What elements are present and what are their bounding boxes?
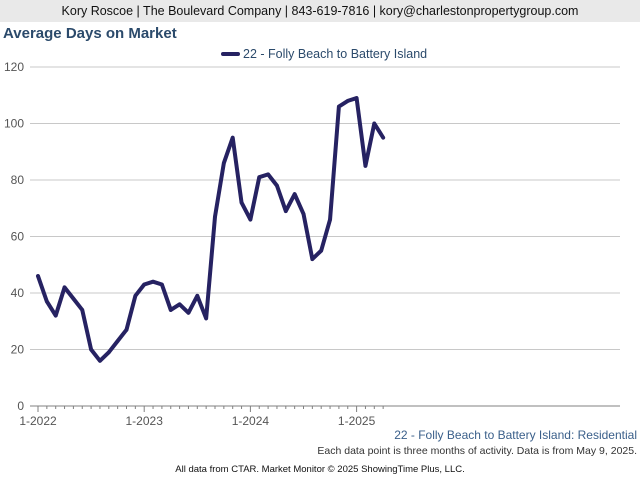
x-tick-label: 1-2023 (126, 414, 164, 428)
grid-lines (30, 66, 620, 350)
data-point (275, 183, 279, 188)
data-point (363, 164, 368, 168)
data-point (107, 350, 111, 355)
y-tick-label: 40 (11, 286, 25, 300)
x-tick-label: 1-2022 (19, 414, 57, 428)
data-point (36, 274, 40, 278)
footer-credit: All data from CTAR. Market Monitor © 202… (175, 464, 465, 475)
data-point (98, 359, 102, 363)
series-line-0 (36, 96, 386, 363)
y-tick-label: 60 (11, 230, 25, 244)
data-point (45, 299, 49, 304)
data-point (71, 296, 76, 301)
footer-series-label: 22 - Folly Beach to Battery Island: Resi… (394, 428, 637, 442)
data-point (133, 294, 138, 298)
data-point (186, 310, 191, 315)
chart-title: Average Days on Market (3, 25, 177, 42)
data-point (257, 175, 262, 179)
axes (30, 405, 620, 412)
data-point (230, 135, 235, 140)
data-point (213, 214, 217, 219)
data-point (53, 313, 58, 318)
data-point (319, 248, 324, 253)
data-point (142, 282, 146, 287)
legend: 22 - Folly Beach to Battery Island (221, 47, 427, 61)
data-point (292, 192, 297, 196)
data-point (381, 135, 385, 140)
tick-labels: 0 20 40 60 80 100 120 1-2022 1-2023 1-2024 1-2025 (4, 60, 376, 428)
data-point (160, 282, 164, 287)
data-point (239, 200, 244, 205)
legend-label: 22 - Folly Beach to Battery Island (243, 47, 427, 61)
data-point (115, 339, 120, 343)
data-point (222, 161, 226, 165)
data-point (310, 257, 315, 261)
series-lines (36, 96, 386, 363)
data-point (328, 217, 332, 222)
x-tick-label: 1-2025 (338, 414, 376, 428)
data-point (354, 96, 359, 100)
data-point (124, 327, 129, 332)
y-tick-label: 80 (11, 173, 25, 187)
data-point (266, 172, 270, 177)
data-point (195, 294, 200, 298)
x-tick-label: 1-2024 (232, 414, 270, 428)
y-tick-label: 0 (17, 399, 24, 413)
y-tick-label: 100 (4, 117, 24, 131)
footer-note: Each data point is three months of activ… (317, 445, 637, 457)
data-point (89, 347, 93, 352)
data-point (151, 279, 155, 284)
data-point (62, 285, 67, 290)
data-point (301, 212, 306, 216)
y-tick-label: 20 (11, 343, 25, 357)
contact-header: Kory Roscoe | The Boulevard Company | 84… (0, 0, 640, 22)
data-point (80, 308, 85, 312)
data-point (204, 316, 208, 321)
data-point (372, 121, 377, 126)
y-tick-label: 120 (4, 60, 24, 74)
data-point (337, 104, 341, 109)
data-point (284, 209, 288, 213)
data-point (248, 217, 253, 222)
data-point (168, 308, 173, 312)
data-point (177, 302, 182, 307)
data-point (345, 99, 350, 103)
